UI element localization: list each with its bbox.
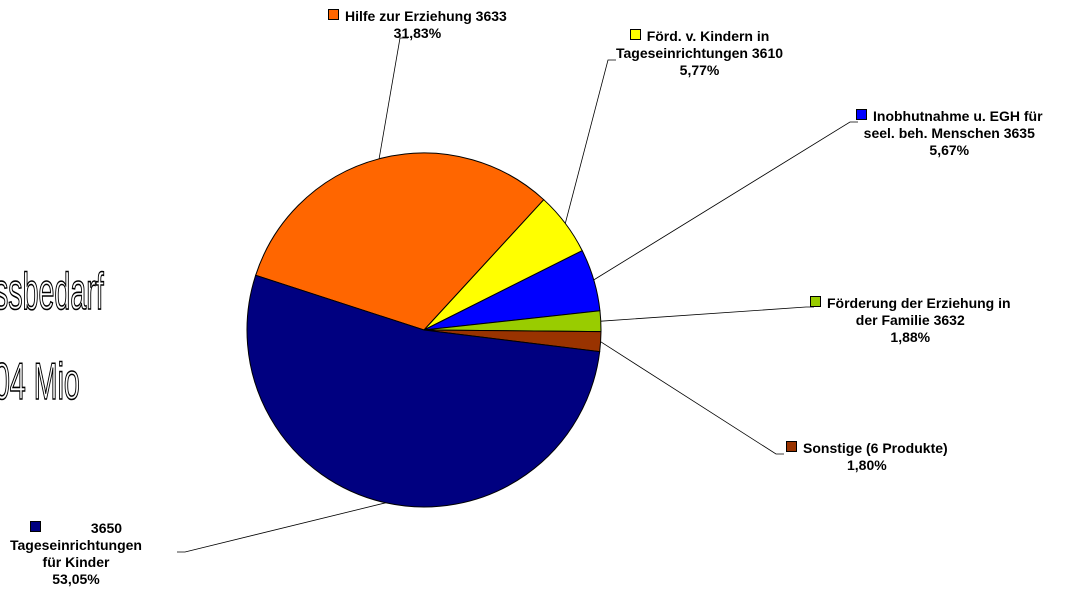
leader-line-0 (378, 37, 408, 159)
label-tageseinrichtungen-kinder: 3650 Tageseinrichtungen für Kinder 53,05… (10, 520, 142, 587)
legend-swatch-sonstige (786, 441, 797, 452)
leader-line-1 (564, 59, 616, 224)
label-inobhutnahme: Inobhutnahme u. EGH für seel. beh. Mensc… (856, 108, 1043, 159)
leader-line-2 (593, 121, 858, 281)
label-hilfe-zur-erziehung: Hilfe zur Erziehung 3633 31,83% (328, 8, 507, 42)
leader-lines (177, 37, 858, 553)
side-text-line2: 04 Mio (0, 352, 80, 412)
legend-swatch-foerd (629, 29, 641, 40)
legend-swatch-tageseinrichtungen (29, 521, 41, 532)
legend-swatch-inobhutnahme (856, 109, 867, 120)
legend-swatch-foerderung (810, 296, 821, 307)
leader-line-4 (600, 341, 784, 455)
leader-line-5 (177, 502, 386, 553)
side-text-line1: ssbedarf (0, 262, 104, 322)
pie-slices (246, 152, 602, 508)
pie-slice-0 (255, 152, 545, 331)
label-sonstige: Sonstige (6 Produkte) 1,80% (786, 440, 948, 474)
legend-swatch-hilfe (328, 9, 339, 20)
leader-line-3 (600, 306, 814, 322)
label-foerd-kindern: Förd. v. Kindern in Tageseinrichtungen 3… (616, 28, 784, 78)
pie-slice-5 (246, 274, 601, 508)
label-foerderung-familie: Förderung der Erziehung in der Familie 3… (810, 295, 1011, 346)
